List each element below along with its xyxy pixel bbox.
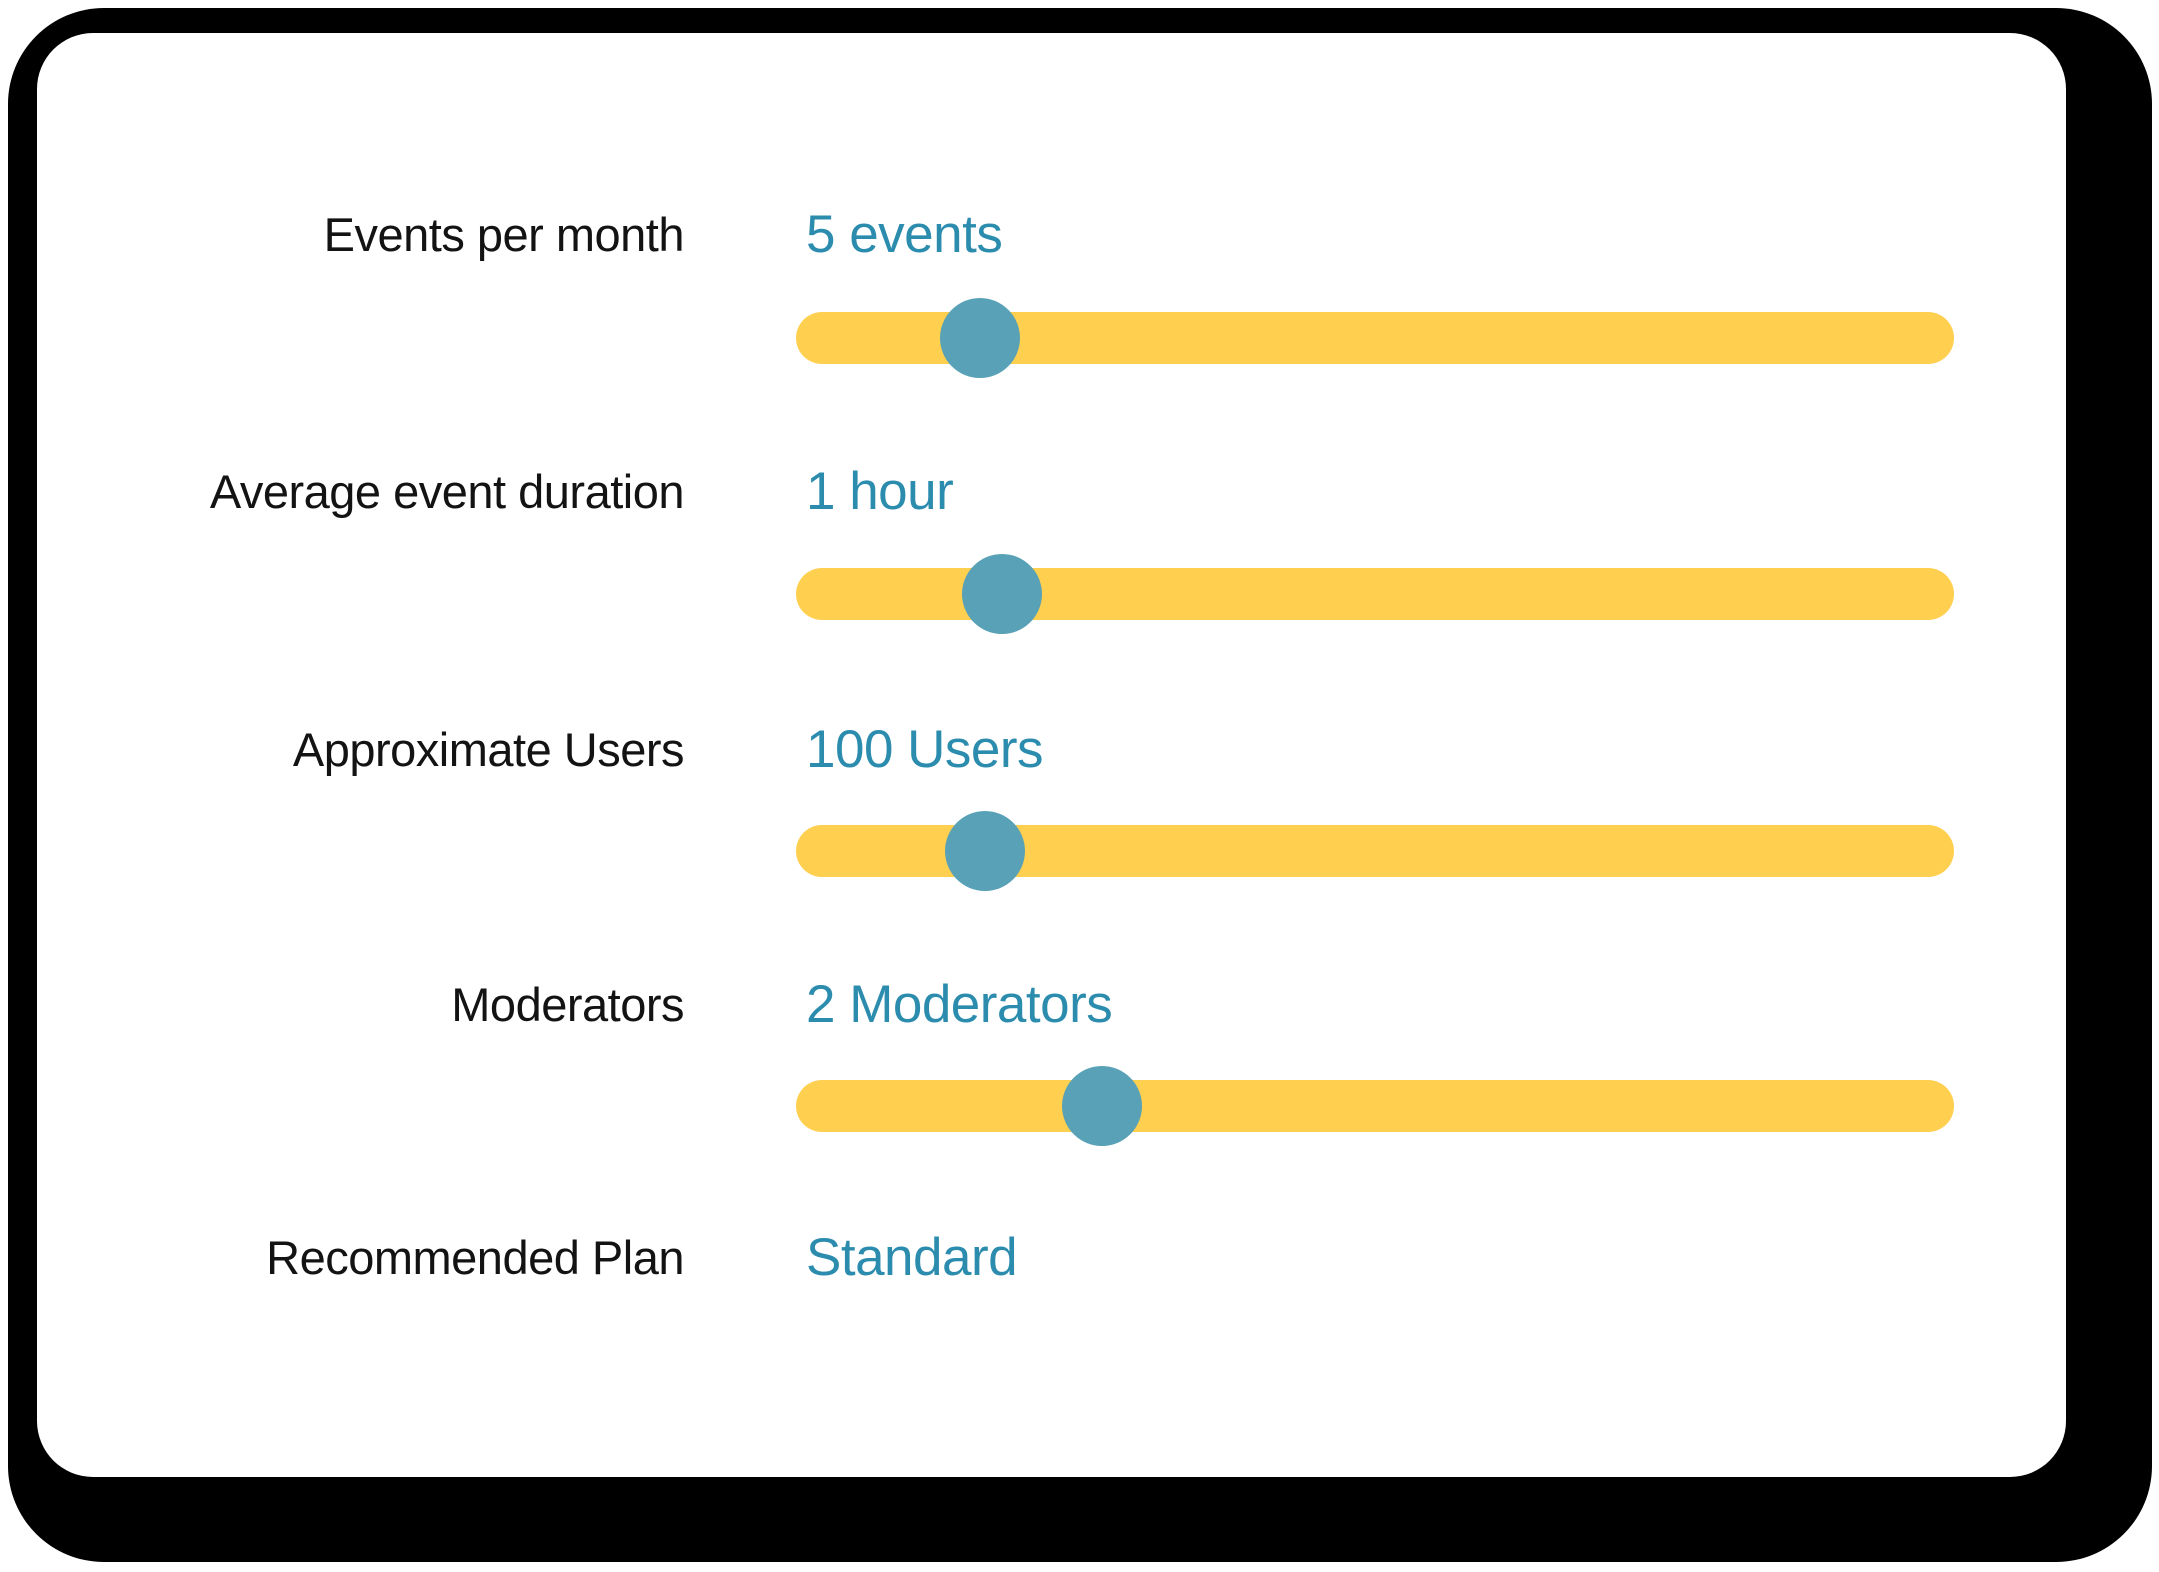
event-duration-value: 1 hour — [806, 462, 954, 521]
approximate-users-slider-track[interactable] — [796, 811, 1954, 891]
event-duration-slider-handle[interactable] — [962, 554, 1043, 634]
event-duration-slider-track[interactable] — [796, 554, 1954, 634]
moderators-label: Moderators — [451, 978, 684, 1031]
moderators-slider-track[interactable] — [796, 1066, 1954, 1146]
card-shadow-frame: Events per month 5 events Average event … — [8, 8, 2152, 1562]
event-duration-label: Average event duration — [209, 465, 685, 518]
events-per-month-slider-track[interactable] — [796, 298, 1954, 378]
moderators-slider-handle[interactable] — [1061, 1066, 1142, 1146]
events-per-month-value: 5 events — [806, 205, 1003, 264]
approximate-users-value: 100 Users — [806, 720, 1044, 779]
approximate-users-slider-handle[interactable] — [944, 811, 1025, 891]
events-per-month-label: Events per month — [323, 208, 685, 261]
moderators-value: 2 Moderators — [806, 975, 1113, 1034]
events-per-month-slider-handle[interactable] — [940, 298, 1021, 378]
plan-calculator-card: Events per month 5 events Average event … — [37, 33, 2066, 1477]
recommended-plan-value: Standard — [806, 1228, 1018, 1287]
recommended-plan-label: Recommended Plan — [266, 1231, 684, 1284]
approximate-users-label: Approximate Users — [292, 723, 685, 776]
